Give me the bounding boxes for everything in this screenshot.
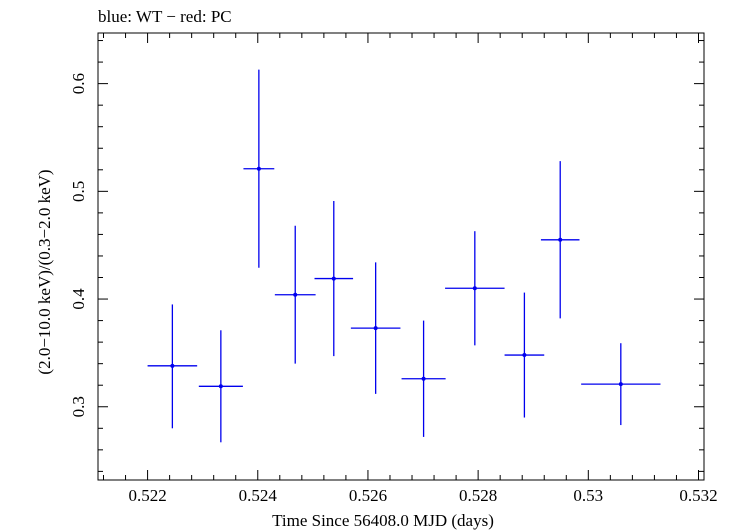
plot-frame [97,32,705,481]
x-tick-label: 0.53 [573,486,603,505]
point-marker [218,384,223,389]
x-tick-label: 0.528 [459,486,497,505]
point-marker [373,326,378,331]
data-point [243,69,275,268]
y-axis: 0.3 0.4 0.5 0.6 [69,40,704,472]
data-point [198,330,243,443]
y-tick-label: 0.3 [69,396,88,417]
point-marker [472,286,477,291]
data-point [350,262,401,394]
data-points [147,69,661,443]
point-marker [558,237,563,242]
point-marker [170,363,175,368]
x-tick-label: 0.524 [239,486,278,505]
point-marker [256,166,261,171]
point-marker [331,276,336,281]
data-point [581,343,661,426]
data-point [445,231,505,346]
x-axis-label: Time Since 56408.0 MJD (days) [272,511,494,530]
y-tick-label: 0.5 [69,181,88,202]
x-tick-label: 0.522 [128,486,166,505]
chart-title: blue: WT − red: PC [98,7,232,26]
x-tick-label: 0.532 [679,486,717,505]
point-marker [522,353,527,358]
y-axis-label: (2.0−10.0 keV)/(0.3−2.0 keV) [35,169,54,374]
data-point [504,292,545,418]
data-point [540,161,580,319]
y-tick-label: 0.4 [69,288,88,310]
data-point [401,320,446,437]
y-tick-label: 0.6 [69,73,88,94]
data-point [274,225,316,364]
point-marker [421,376,426,381]
x-axis: 0.522 0.524 0.526 0.528 0.53 0.532 [103,33,718,505]
point-marker [293,292,298,297]
point-marker [618,382,623,387]
x-tick-label: 0.526 [349,486,387,505]
data-point [147,304,198,429]
data-point [314,201,354,357]
